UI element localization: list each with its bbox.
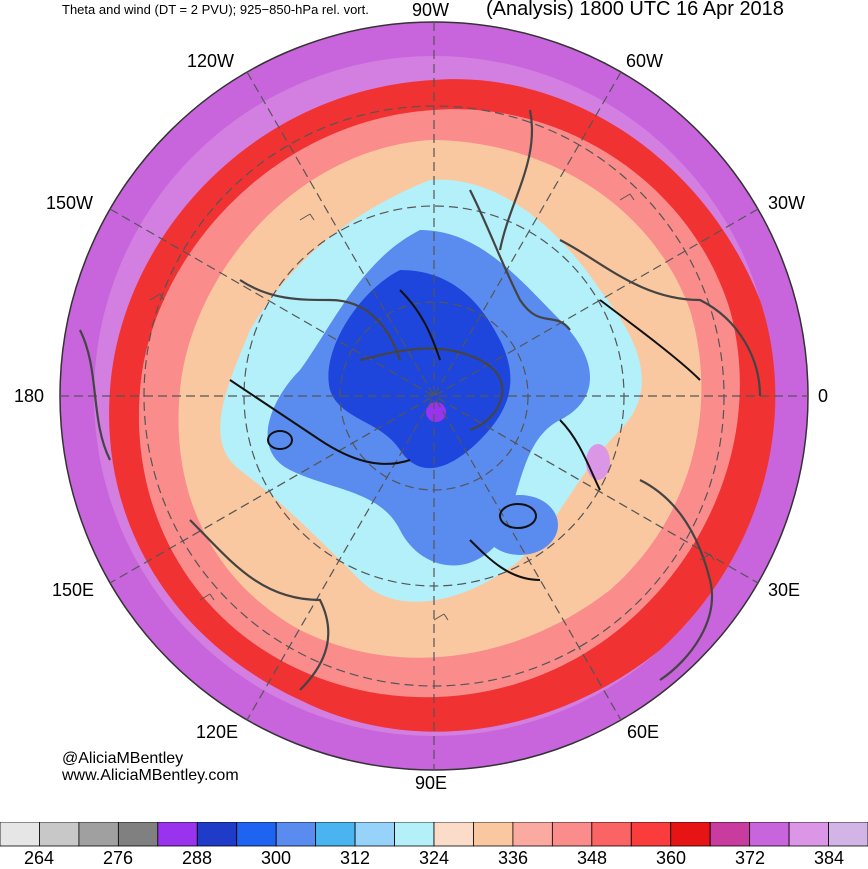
credit-handle: @AliciaMBentley — [62, 750, 184, 767]
colorbar-tick-label: 276 — [102, 848, 134, 868]
vorticity-contours — [229, 289, 701, 581]
colorbar-swatch — [315, 822, 356, 847]
colorbar-swatch — [78, 822, 119, 847]
lon-label-90e: 90E — [415, 773, 448, 793]
colorbar-swatch — [0, 822, 40, 847]
lon-label-0: 0 — [818, 386, 829, 406]
colorbar-swatch — [512, 822, 553, 847]
colorbar-tick-label: 288 — [181, 848, 213, 868]
colorbar-swatch — [473, 822, 514, 847]
lon-label-30w: 30W — [768, 193, 806, 213]
colorbar-tick-label: 336 — [497, 848, 529, 868]
credit-site: www.AliciaMBentley.com — [62, 767, 239, 784]
wind-barbs — [149, 193, 715, 621]
colorbar-tick-label: 348 — [576, 848, 608, 868]
lon-label-30e: 30E — [768, 580, 801, 600]
colorbar-swatch — [117, 822, 159, 847]
cyclone-lobe-south — [482, 495, 558, 555]
purple-core — [426, 402, 446, 422]
colorbar-swatch — [354, 822, 395, 847]
cold-pool-deep — [328, 270, 511, 469]
colorbar-swatch — [433, 822, 474, 847]
colorbar-swatch — [157, 822, 198, 847]
colorbar-swatch — [749, 822, 790, 847]
lon-label-180: 180 — [14, 386, 45, 406]
colorbar-tick-label: 360 — [655, 848, 687, 868]
colorbar-swatch — [709, 822, 751, 847]
coastlines — [79, 109, 762, 691]
lon-label-60w: 60W — [626, 51, 664, 71]
colorbar-tick-label: 264 — [23, 848, 55, 868]
colorbar-swatch — [39, 822, 80, 847]
colorbar-swatch — [394, 822, 435, 847]
colorbar-swatch — [788, 822, 829, 847]
credit: @AliciaMBentley www.AliciaMBentley.com — [62, 750, 239, 784]
pink-patch-east — [586, 444, 610, 480]
map-title: Theta and wind (DT = 2 PVU); 925−850-hPa… — [62, 2, 369, 17]
colorbar-tick-label: 300 — [260, 848, 292, 868]
lon-label-90w: 90W — [412, 0, 450, 20]
colorbar-swatch — [828, 822, 868, 847]
colorbar-swatch — [275, 822, 317, 847]
colorbar-swatch — [551, 822, 593, 847]
colorbar-swatch — [591, 822, 632, 847]
colorbar — [0, 822, 868, 847]
lon-label-120e: 120E — [196, 722, 239, 742]
lon-label-150w: 150W — [46, 193, 94, 213]
colorbar-tick-label: 384 — [813, 848, 845, 868]
colorbar-tick-label: 324 — [418, 848, 450, 868]
colorbar-tick-label: 372 — [734, 848, 766, 868]
lon-label-150e: 150E — [52, 580, 95, 600]
colorbar-swatch — [236, 822, 277, 847]
lon-label-60e: 60E — [627, 722, 660, 742]
colorbar-swatch — [670, 822, 711, 847]
colorbar-tick-label: 312 — [339, 848, 371, 868]
valid-time-title: (Analysis) 1800 UTC 16 Apr 2018 — [486, 0, 784, 20]
colorbar-swatch — [630, 822, 672, 847]
lon-label-120w: 120W — [187, 51, 235, 71]
graticule — [60, 22, 808, 770]
colorbar-swatch — [196, 822, 238, 847]
